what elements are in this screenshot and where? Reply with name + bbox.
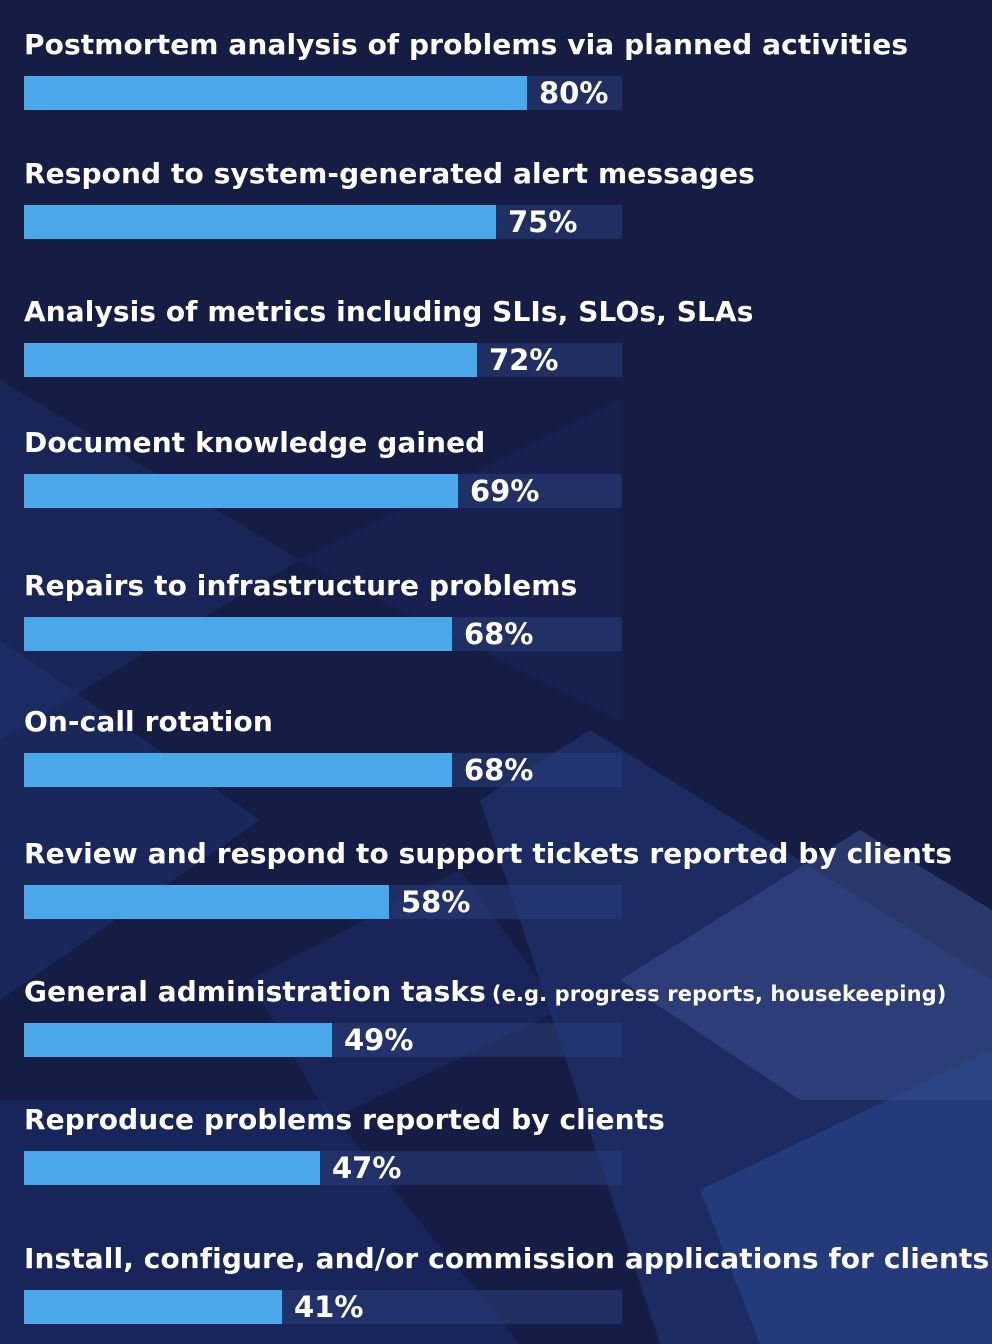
- category-label-text: General administration tasks: [24, 975, 486, 1008]
- bar: [24, 753, 452, 787]
- category-label: Install, configure, and/or commission ap…: [24, 1242, 989, 1276]
- bar-track: 41%: [24, 1290, 622, 1324]
- category-label: Respond to system-generated alert messag…: [24, 157, 755, 191]
- category-label: General administration tasks (e.g. progre…: [24, 975, 946, 1011]
- category-label-text: Install, configure, and/or commission ap…: [24, 1242, 990, 1275]
- value-label: 49%: [344, 1023, 414, 1057]
- category-label: Analysis of metrics including SLIs, SLOs…: [24, 295, 753, 329]
- bar-track: 49%: [24, 1023, 622, 1057]
- category-label: Repairs to infrastructure problems: [24, 569, 577, 603]
- value-label: 68%: [464, 617, 534, 651]
- bar-track: 68%: [24, 753, 622, 787]
- bar-track: 75%: [24, 205, 622, 239]
- bar: [24, 343, 477, 377]
- bar: [24, 1023, 332, 1057]
- bar-track: 72%: [24, 343, 622, 377]
- bar-track: 47%: [24, 1151, 622, 1185]
- category-label: Reproduce problems reported by clients: [24, 1103, 665, 1137]
- bar-track: 68%: [24, 617, 622, 651]
- value-label: 69%: [470, 474, 540, 508]
- category-label: Postmortem analysis of problems via plan…: [24, 28, 908, 62]
- category-label-text: Review and respond to support tickets re…: [24, 837, 953, 870]
- bar: [24, 474, 458, 508]
- value-label: 72%: [489, 343, 559, 377]
- value-label: 41%: [294, 1290, 364, 1324]
- bar: [24, 205, 496, 239]
- category-label: Document knowledge gained: [24, 426, 485, 460]
- value-label: 47%: [332, 1151, 402, 1185]
- category-label: On-call rotation: [24, 705, 273, 739]
- bar-track: 69%: [24, 474, 622, 508]
- value-label: 68%: [464, 753, 534, 787]
- bar-track: 80%: [24, 76, 622, 110]
- bar: [24, 1290, 282, 1324]
- category-label: Review and respond to support tickets re…: [24, 837, 952, 871]
- bar: [24, 76, 527, 110]
- bar-track: 58%: [24, 885, 622, 919]
- category-label-text: Document knowledge gained: [24, 426, 486, 459]
- category-label-text: Analysis of metrics including SLIs, SLOs…: [24, 295, 754, 328]
- category-label-text: Respond to system-generated alert messag…: [24, 157, 755, 190]
- value-label: 58%: [401, 885, 471, 919]
- value-label: 80%: [539, 76, 609, 110]
- bar: [24, 617, 452, 651]
- bar: [24, 1151, 320, 1185]
- bar: [24, 885, 389, 919]
- category-note: (e.g. progress reports, housekeeping): [491, 982, 947, 1006]
- category-label-text: On-call rotation: [24, 705, 273, 738]
- value-label: 75%: [508, 205, 578, 239]
- category-label-text: Repairs to infrastructure problems: [24, 569, 578, 602]
- category-label-text: Postmortem analysis of problems via plan…: [24, 28, 909, 61]
- category-label-text: Reproduce problems reported by clients: [24, 1103, 665, 1136]
